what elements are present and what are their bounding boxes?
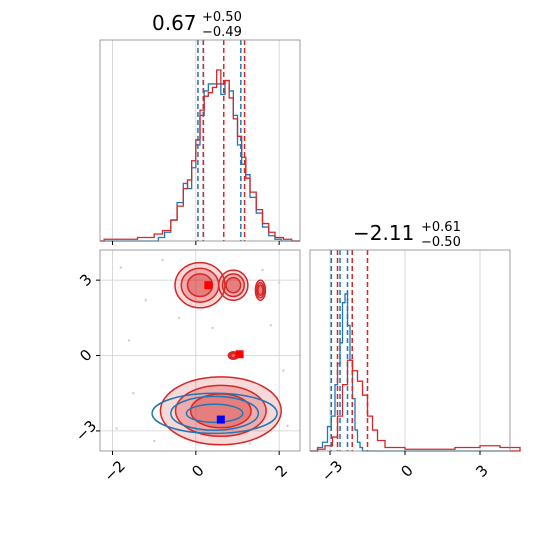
x-tick-label: −2 xyxy=(100,457,128,485)
contour-line-2 xyxy=(170,395,260,431)
contour-level-3 xyxy=(257,284,264,296)
scatter-point xyxy=(119,266,123,269)
y-tick-label: −3 xyxy=(72,417,100,445)
scatter-point xyxy=(127,339,131,342)
scatter-point xyxy=(115,427,118,430)
x-tick-label: −3 xyxy=(318,457,346,485)
title-minus: −0.49 xyxy=(202,25,242,40)
scatter-point xyxy=(177,316,181,320)
contour-level-1 xyxy=(174,261,226,309)
x-tick-label: 0 xyxy=(397,461,416,480)
scatter-point xyxy=(161,258,164,262)
peak-marker xyxy=(204,281,213,290)
y-tick-label: 3 xyxy=(76,270,95,289)
panel-frame xyxy=(99,39,301,242)
contour-line-1 xyxy=(151,392,278,435)
x-tick-label: 0 xyxy=(188,461,207,480)
scatter-point xyxy=(277,281,281,284)
panel-frame xyxy=(99,249,301,452)
panel-frame xyxy=(309,249,511,452)
contour-level-3 xyxy=(230,352,237,359)
contour-level-3 xyxy=(186,273,214,298)
contour-level-3 xyxy=(225,276,242,294)
histogram-param-1-panel xyxy=(99,39,301,245)
histogram-series-2 xyxy=(100,69,300,242)
scatter-point xyxy=(286,424,289,428)
scatter-point xyxy=(269,324,273,327)
x-tick-label: 2 xyxy=(272,461,291,480)
histogram-series-1 xyxy=(100,79,300,242)
contour-line-3 xyxy=(185,403,244,424)
scatter-point xyxy=(152,439,156,443)
title-plus: +0.61 xyxy=(421,220,461,235)
scatter-point xyxy=(282,369,285,372)
histogram-series-1 xyxy=(310,293,510,452)
scatter-point xyxy=(211,326,214,330)
title-param-1: 0.67 +0.50 −0.49 xyxy=(152,10,242,40)
histogram-series-2 xyxy=(310,359,521,452)
title-value: −2.11 xyxy=(353,221,414,245)
x-tick-label: 3 xyxy=(472,461,491,480)
peak-marker xyxy=(235,350,244,359)
title-value: 0.67 xyxy=(152,11,197,35)
title-plus: +0.50 xyxy=(202,10,242,25)
histogram-param-2-panel: −3 0 3 xyxy=(309,249,521,485)
scatter-point xyxy=(132,392,135,395)
scatter-point xyxy=(261,268,264,272)
title-param-2: −2.11 +0.61 −0.50 xyxy=(353,220,461,250)
peak-marker xyxy=(216,415,225,424)
y-tick-label: 0 xyxy=(76,346,95,365)
contour-panel: −2 0 2 −3 0 3 xyxy=(72,249,301,485)
scatter-point xyxy=(144,299,148,302)
title-minus: −0.50 xyxy=(421,235,461,250)
scatter-point xyxy=(248,442,252,445)
